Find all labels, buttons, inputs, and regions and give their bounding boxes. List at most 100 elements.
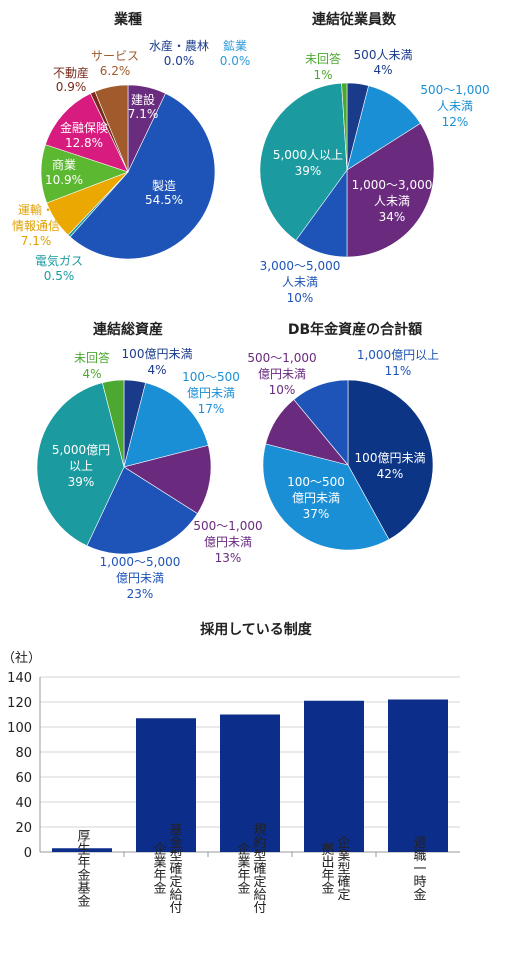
pie-slice [346,122,435,258]
pie-value: 0.5% [44,269,75,283]
pie-label: 電気ガス [35,253,83,268]
pie-slices-employees [259,82,435,258]
x-category-label: 企業年金 [235,841,251,894]
pie-label: 金融保険 [60,120,108,135]
pie-slice [36,382,125,547]
pie-label: 人未満 [374,194,410,208]
pie-value: 7.1% [128,107,159,121]
pie-slice [69,93,216,260]
y-tick-label: 60 [15,771,32,786]
pie-slices-total-assets [36,379,212,555]
x-category-label: 企業型確定 [335,835,351,902]
pie-label: 億円未満 [258,367,306,381]
pie-label: 未回答 [74,350,110,365]
pie-value: 34% [379,210,406,224]
pie-value: 1% [313,68,332,82]
pie-value: 23% [127,587,154,601]
x-category-label: 基金型確定給付 [167,823,183,914]
pie-slice [123,444,212,515]
pie-label: 億円未満 [292,491,340,505]
pie-label: 製造 [152,179,176,193]
pie-label: 500～1,000 [420,83,489,97]
bar [304,700,364,852]
bar-chart-systems: 採用している制度 （社） 0 20 40 60 80 100 120 140 厚生年金基金 基金… [2,621,460,914]
pie-label: 商業 [52,157,76,172]
pie-value: 0.0% [220,54,251,68]
pie-labels-industry: 建設 7.1% 製造 54.5% 電気ガス 0.5% 運輸・ 情報通信 7.1%… [12,38,250,283]
x-category-label: 規約型確定給付 [251,823,267,914]
pie-label: 人未満 [437,99,473,113]
pie-label: 100～500 [287,475,345,489]
x-category-label: 退職一時金 [411,836,427,901]
pie-value: 37% [303,507,330,521]
pie-label: 運輸・ [18,202,54,217]
pie-value: 10.9% [45,173,83,187]
y-axis-unit: （社） [2,650,41,666]
pie-slice [346,85,421,171]
bar-marks [52,699,448,852]
pie-title-db-assets: DB年金資産の合計額 [288,321,422,338]
bar [388,699,448,852]
pie-slice [341,82,348,171]
pie-chart-employees: 連結従業員数 500人未満 4% 500～1,000 人未満 12% 1,000… [260,11,490,305]
pie-labels-employees: 500人未満 4% 500～1,000 人未満 12% 1,000～3,000 … [260,48,490,305]
pie-label: サービス [91,49,139,63]
y-tick-label: 100 [7,721,32,736]
y-tick-label: 80 [15,746,32,761]
pie-label: 1,000～5,000 [100,555,181,569]
pie-value: 39% [295,164,322,178]
pie-value: 7.1% [21,234,52,248]
bar-title: 採用している制度 [200,621,313,638]
pie-label: 水産・農林 [149,38,209,53]
y-tick-label: 120 [7,696,32,711]
pie-label: 1,000～3,000 [352,178,433,192]
x-category-label: 厚生年金基金 [75,829,91,907]
pie-label: 100億円未満 [355,451,426,465]
pie-label: 鉱業 [223,38,247,53]
pie-value: 13% [215,551,242,565]
pie-slice [101,379,125,468]
pie-chart-industry: 業種 建設 7.1% 製造 54.5% 電気ガス 0.5% 運輸・ 情報通信 7… [12,11,250,283]
pie-label: 以上 [69,459,93,473]
pie-slice [347,379,434,540]
pie-slice [123,382,209,468]
pie-label: 億円未満 [204,535,252,549]
pie-labels-total-assets: 100億円未満 4% 100～500 億円未満 17% 500～1,000 億円… [52,347,263,601]
pie-slice [293,379,349,466]
pie-label: 500人未満 [354,48,413,62]
pie-label: 不動産 [53,65,89,80]
y-tick-label: 140 [7,671,32,686]
pie-value: 0.0% [164,54,195,68]
pie-label: 5,000億円 [52,443,110,457]
pie-label: 3,000～5,000 [260,259,341,273]
pie-slice [94,84,129,173]
pie-value: 12% [442,115,469,129]
pie-value: 17% [198,402,225,416]
pie-label: 500～1,000 [193,519,262,533]
pie-value: 6.2% [100,64,131,78]
y-tick-label: 20 [15,821,32,836]
pie-slices-industry [40,84,216,260]
pie-value: 4% [147,363,166,377]
pie-title-employees: 連結従業員数 [312,11,397,28]
bar [52,848,112,852]
pie-value: 10% [269,383,296,397]
pie-label: 人未満 [282,275,318,289]
x-category-label: 拠出年金 [319,842,335,894]
pie-label: 100～500 [182,370,240,384]
pie-label: 情報通信 [12,219,60,233]
pie-label: 億円未満 [187,386,235,400]
pie-label: 500～1,000 [247,351,316,365]
y-tick-label: 0 [24,846,32,861]
pie-chart-db-assets: DB年金資産の合計額 100億円未満 42% 100～500 億円未満 37% … [247,321,439,551]
pie-value: 12.8% [65,136,103,150]
pie-slice [45,93,129,173]
bar [220,714,280,852]
pie-value: 0.9% [56,80,87,94]
pie-value: 4% [82,367,101,381]
pie-label: 建設 [131,92,155,107]
bar [136,718,196,852]
pie-title-total-assets: 連結総資産 [93,321,163,338]
